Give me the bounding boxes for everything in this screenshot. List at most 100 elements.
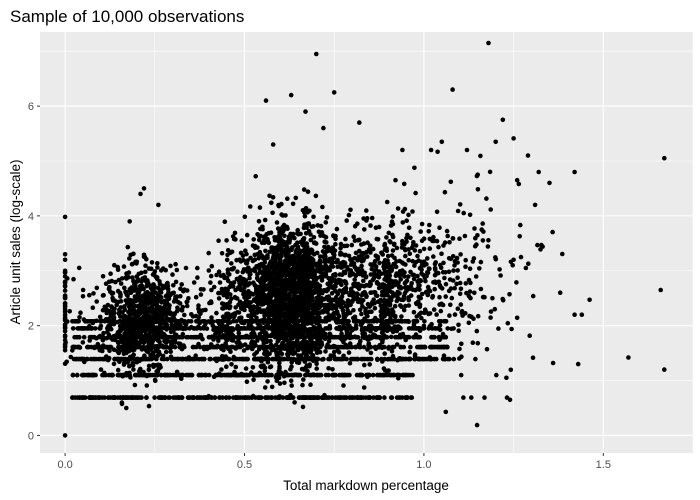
data-point [127, 311, 133, 317]
data-point [288, 367, 293, 372]
data-point [351, 234, 357, 239]
data-point [447, 277, 453, 282]
data-point [301, 339, 306, 345]
data-point [62, 283, 68, 289]
data-point [498, 273, 503, 278]
data-point [277, 253, 282, 259]
data-point [358, 256, 364, 262]
data-point [390, 329, 396, 335]
data-point [272, 271, 277, 276]
data-point [410, 209, 415, 214]
data-point [324, 215, 330, 220]
data-point [445, 233, 451, 239]
data-point [235, 269, 240, 275]
data-point [330, 247, 336, 252]
data-point [245, 356, 250, 362]
data-point [256, 219, 262, 224]
data-point [384, 307, 389, 312]
data-point [155, 334, 160, 340]
data-point [314, 350, 320, 356]
data-point [209, 263, 215, 269]
data-point [331, 297, 337, 303]
data-point [124, 405, 129, 411]
data-point [382, 277, 387, 282]
data-point [270, 344, 276, 350]
data-point [62, 348, 68, 353]
data-point [174, 308, 180, 314]
data-point [368, 223, 373, 228]
data-point [318, 310, 323, 315]
data-point [312, 272, 318, 277]
data-point [351, 261, 357, 266]
data-point [403, 253, 408, 259]
data-point [313, 193, 319, 199]
data-point [119, 276, 125, 281]
data-point [172, 344, 178, 350]
data-point [128, 306, 133, 311]
data-point [309, 305, 315, 310]
data-point [108, 395, 113, 400]
chart-title: Sample of 10,000 observations [10, 7, 244, 26]
data-point [139, 283, 145, 289]
data-point [281, 311, 286, 317]
data-point [116, 340, 121, 345]
data-point [455, 260, 460, 265]
data-point [209, 287, 214, 293]
data-point [510, 263, 515, 268]
data-point [275, 372, 281, 378]
data-point [386, 344, 392, 350]
data-point [109, 278, 115, 284]
data-point [466, 320, 472, 326]
data-point [372, 306, 378, 311]
data-point [143, 310, 149, 316]
data-point [478, 286, 484, 292]
data-point [148, 314, 153, 319]
data-point [237, 299, 243, 305]
data-point [171, 315, 176, 320]
data-point [330, 264, 336, 269]
data-point [100, 293, 106, 298]
data-point [152, 299, 157, 305]
data-point [252, 243, 258, 249]
data-point [458, 286, 464, 292]
data-point [184, 299, 189, 305]
data-point [270, 255, 276, 261]
data-point [239, 238, 245, 243]
data-point [163, 349, 169, 355]
data-point [478, 259, 484, 265]
data-point [321, 233, 327, 239]
data-point [472, 290, 477, 296]
data-point [120, 356, 125, 362]
data-point [100, 372, 105, 378]
data-point [373, 344, 378, 350]
data-point [241, 372, 247, 378]
data-point [408, 395, 414, 400]
data-point [419, 263, 425, 268]
data-point [271, 276, 277, 282]
data-point [322, 244, 327, 250]
data-point [527, 333, 532, 339]
data-point [118, 294, 123, 299]
data-point [333, 241, 338, 247]
data-point [220, 290, 226, 295]
data-point [455, 208, 461, 214]
data-point [270, 281, 276, 287]
data-point [455, 275, 460, 281]
data-point [333, 305, 339, 311]
data-point [258, 356, 264, 362]
data-point [112, 395, 117, 400]
data-point [253, 174, 258, 179]
data-point [355, 395, 360, 400]
data-point [131, 251, 136, 257]
data-point [87, 292, 92, 298]
data-point [267, 249, 273, 254]
data-point [179, 376, 184, 382]
data-point [389, 219, 395, 224]
data-point [130, 363, 136, 368]
data-point [326, 366, 331, 371]
data-point [224, 364, 229, 370]
data-point [361, 216, 366, 221]
data-point [303, 365, 309, 371]
data-point [320, 204, 325, 210]
data-point [276, 356, 282, 362]
